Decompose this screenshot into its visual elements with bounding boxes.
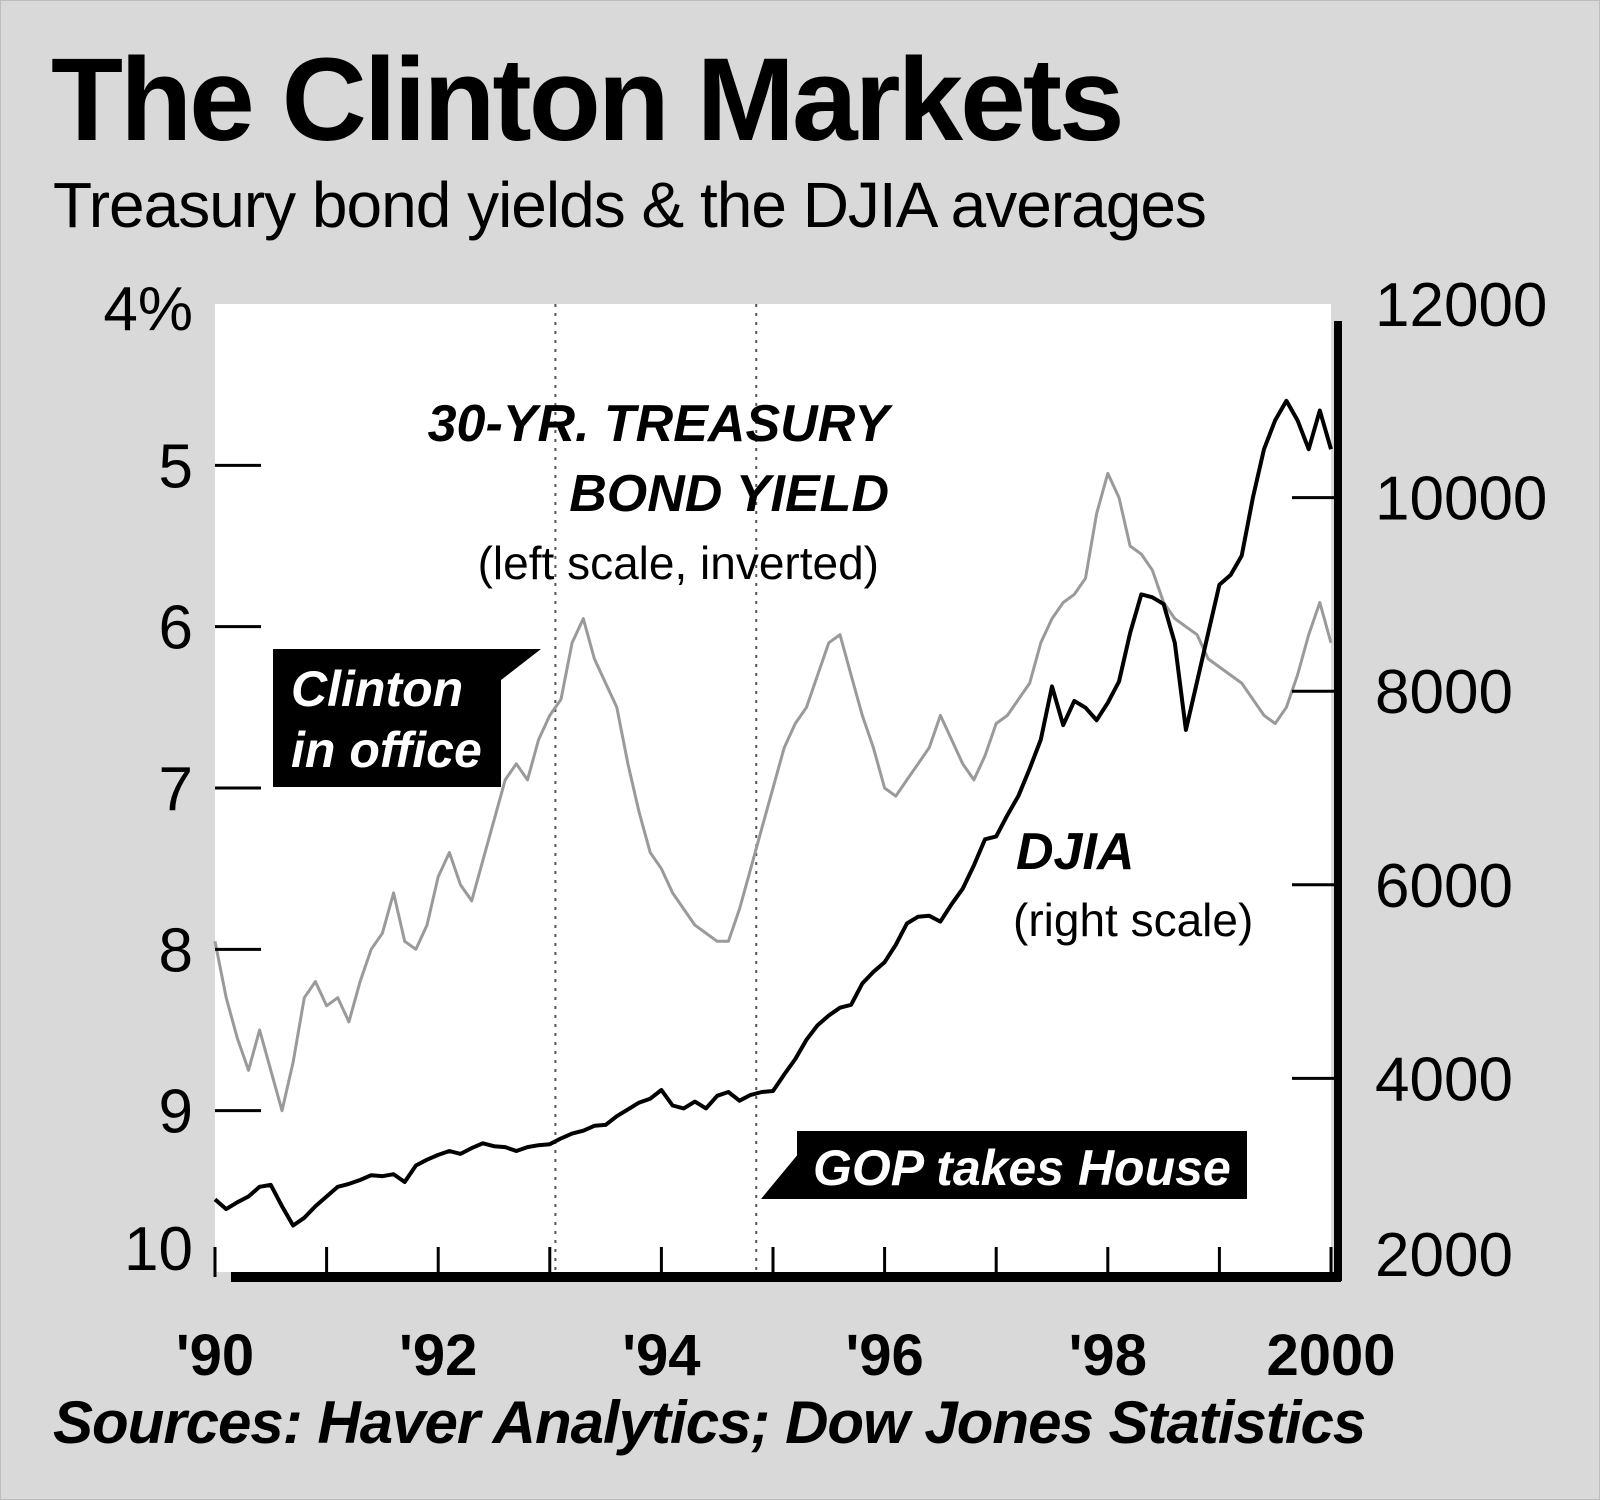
djia-scale-note: (right scale)	[1013, 894, 1253, 946]
x-tick-label: '92	[399, 1323, 477, 1388]
gop-takes-house-callout: GOP takes House	[761, 1131, 1247, 1199]
right-tick-label: 6000	[1375, 852, 1513, 921]
djia-label: DJIA	[1016, 823, 1134, 881]
clinton-callout-line1: Clinton	[291, 661, 463, 717]
treasury-yield-line	[213, 471, 1333, 1113]
left-tick-label: 10	[124, 1215, 193, 1284]
clinton-in-office-callout: Clinton in office	[273, 649, 541, 787]
gop-callout-box	[797, 1131, 1247, 1199]
x-tick-label: 2000	[1266, 1323, 1395, 1388]
left-tick-label: 7	[159, 755, 193, 824]
series-lines	[213, 398, 1333, 1228]
treasury-scale-note: (left scale, inverted)	[478, 537, 879, 589]
gop-callout-pointer	[761, 1153, 799, 1199]
djia-line	[213, 398, 1333, 1228]
right-tick-label: 10000	[1375, 465, 1547, 534]
left-tick-label: 5	[159, 432, 193, 501]
left-tick-label: 9	[159, 1078, 193, 1147]
right-tick-label: 8000	[1375, 658, 1513, 727]
axes: '90 '92 '94 '96 '98 2000 4% 5 6 7 8 9 10 12000 10000 80…	[103, 271, 1547, 1388]
left-tick-label: 6	[159, 594, 193, 663]
clinton-callout-line2: in office	[291, 722, 482, 778]
x-tick-label: '96	[845, 1323, 923, 1388]
right-tick-label: 12000	[1375, 271, 1547, 340]
x-tick-label: '90	[176, 1323, 254, 1388]
clinton-callout-box	[273, 649, 501, 787]
chart-title: The Clinton Markets	[51, 34, 1125, 166]
left-tick-label: 8	[159, 916, 193, 985]
gop-callout-text: GOP takes House	[813, 1140, 1231, 1196]
chart-subtitle: Treasury bond yields & the DJIA averages	[53, 169, 1207, 241]
left-tick-label: 4%	[103, 275, 193, 344]
right-tick-label: 4000	[1375, 1045, 1513, 1114]
x-tick-label: '94	[622, 1323, 700, 1388]
treasury-label-line2: BOND YIELD	[569, 465, 889, 523]
right-tick-label: 2000	[1375, 1221, 1513, 1290]
treasury-label-line1: 30-YR. TREASURY	[428, 395, 894, 453]
source-note: Sources: Haver Analytics; Dow Jones Stat…	[53, 1389, 1366, 1456]
x-tick-label: '98	[1069, 1323, 1147, 1388]
